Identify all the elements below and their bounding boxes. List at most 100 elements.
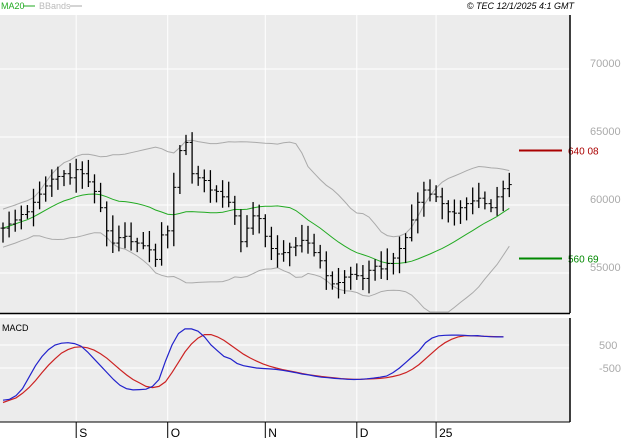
- ohlc-bar: [146, 230, 152, 263]
- ohlc-bar: [207, 170, 213, 203]
- ohlc-bar: [275, 235, 280, 268]
- ohlc-bar: [409, 204, 415, 242]
- ohlc-bar: [79, 161, 85, 189]
- price-panel: [0, 15, 570, 313]
- ohlc-bar: [49, 169, 55, 197]
- ohlc-bar: [378, 251, 384, 279]
- ohlc-bar: [189, 132, 195, 184]
- ohlc-bar: [494, 186, 500, 216]
- ohlc-bar: [482, 191, 488, 210]
- ohlc-bar: [342, 270, 348, 294]
- ohlc-bar: [73, 158, 79, 193]
- ohlc-bar: [311, 233, 317, 257]
- ohlc-bar: [31, 188, 36, 227]
- x-tick-label: O: [171, 426, 180, 440]
- ohlc-bar: [329, 271, 335, 290]
- ohlc-bar: [12, 209, 18, 232]
- ohlc-bar: [220, 180, 226, 208]
- price-tick-label: 60000: [590, 194, 621, 206]
- x-tick-label: 25: [439, 426, 453, 440]
- macd-panel-label: MACD: [2, 323, 29, 333]
- x-tick-label: N: [268, 426, 277, 440]
- ohlc-bar: [165, 225, 171, 249]
- ohlc-bar: [128, 222, 134, 251]
- price-tick-label: 55000: [590, 262, 621, 274]
- ohlc-bar: [262, 214, 268, 248]
- ohlc-bar: [281, 240, 287, 262]
- ohlc-bar: [110, 215, 116, 253]
- ohlc-bar: [299, 224, 305, 253]
- ohlc-bar: [293, 237, 299, 257]
- support-level-label: 560 69: [568, 254, 599, 265]
- ohlc-bar: [464, 197, 470, 221]
- ohlc-bar: [195, 165, 201, 186]
- resistance-level-label: 640 08: [568, 146, 599, 157]
- ohlc-bar: [43, 176, 49, 202]
- ohlc-bar: [403, 233, 409, 264]
- ohlc-bar: [323, 251, 329, 290]
- ohlc-bar: [433, 185, 439, 203]
- legend-ma20-label: MA20: [1, 1, 25, 11]
- signal-line: [2, 334, 504, 404]
- ohlc-bar: [317, 244, 323, 269]
- ohlc-bar: [134, 237, 140, 253]
- ohlc-bar: [488, 199, 494, 213]
- ohlc-bar: [104, 201, 110, 247]
- ohlc-bar: [390, 252, 396, 275]
- ohlc-bar: [458, 200, 463, 224]
- ohlc-bar: [427, 179, 433, 202]
- ohlc-bar: [244, 215, 250, 248]
- price-tick-label: 70000: [590, 58, 621, 70]
- ohlc-bar: [238, 209, 244, 253]
- ohlc-bar: [256, 204, 262, 234]
- ohlc-bar: [116, 225, 122, 252]
- level-lines: 640 08 560 69: [519, 146, 599, 265]
- ma20-line: [2, 193, 510, 265]
- x-tick-label: D: [360, 426, 369, 440]
- ohlc-bar: [476, 182, 482, 209]
- ohlc-bar: [201, 169, 207, 193]
- ohlc-bar: [214, 185, 219, 203]
- macd-line: [2, 328, 504, 401]
- ohlc-bar: [500, 180, 506, 212]
- ohlc-bar: [348, 266, 354, 290]
- bband-lower-line: [2, 232, 510, 313]
- ohlc-bar: [98, 182, 104, 213]
- ohlc-bar: [18, 205, 24, 230]
- ohlc-bar: [67, 163, 73, 185]
- ohlc-bar: [415, 192, 421, 234]
- ohlc-bar: [268, 226, 274, 261]
- macd-tick-label: 500: [599, 340, 617, 352]
- copyright-text: © TEC 12/1/2025 4:1 GMT: [467, 1, 576, 11]
- ohlc-bar: [226, 181, 232, 208]
- ohlc-bar: [122, 222, 128, 249]
- ohlc-bar: [159, 222, 165, 266]
- ohlc-bar: [336, 267, 341, 299]
- ohlc-bar: [183, 134, 189, 156]
- ohlc-bar: [171, 172, 177, 247]
- ohlc-bar: [305, 225, 311, 254]
- grid-layer: [0, 15, 570, 422]
- ohlc-bar: [24, 205, 30, 219]
- ohlc-bar: [55, 166, 61, 190]
- ohlc-bar: [92, 174, 97, 204]
- ohlc-bar: [232, 195, 238, 225]
- ohlc-bar: [445, 200, 451, 223]
- x-tick-label: S: [79, 426, 87, 440]
- ohlc-bar: [506, 172, 512, 198]
- ohlc-bar: [61, 170, 67, 187]
- ohlc-bar: [384, 248, 390, 281]
- ohlc-bar: [451, 199, 457, 226]
- ohlc-bar: [360, 265, 366, 291]
- ohlc-bar: [85, 159, 91, 187]
- ohlc-bar: [37, 181, 43, 210]
- price-bars: [0, 132, 512, 299]
- ohlc-bar: [354, 263, 360, 280]
- ohlc-bar: [366, 260, 372, 294]
- bband-upper-line: [2, 139, 510, 238]
- ohlc-bar: [0, 222, 6, 243]
- legend-bbands-label: BBands: [39, 1, 71, 11]
- ohlc-bar: [372, 259, 378, 281]
- ohlc-bar: [140, 231, 146, 250]
